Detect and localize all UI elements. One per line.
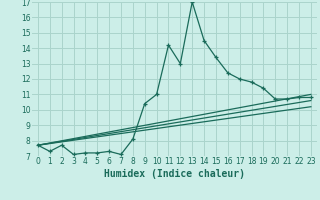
- X-axis label: Humidex (Indice chaleur): Humidex (Indice chaleur): [104, 169, 245, 179]
